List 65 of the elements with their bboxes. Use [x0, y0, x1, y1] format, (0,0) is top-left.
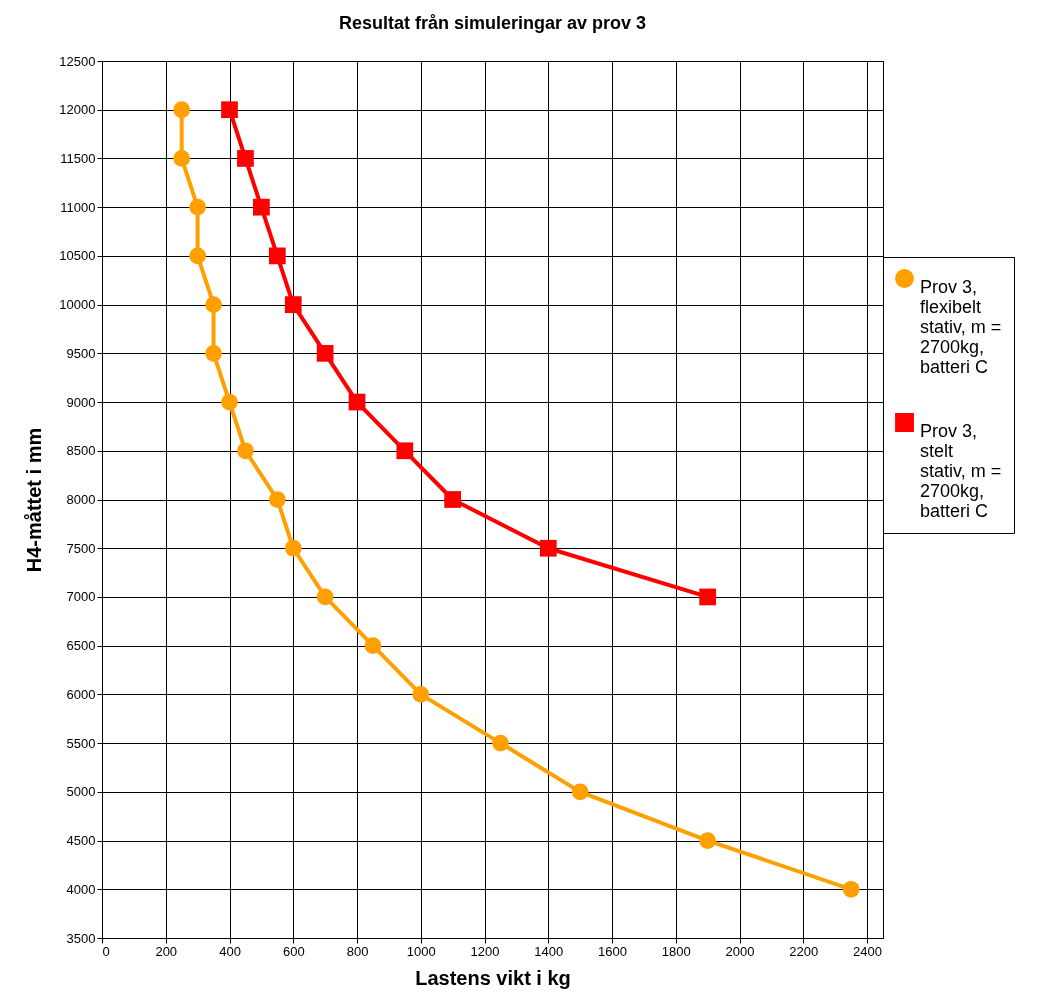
- point: [396, 442, 414, 460]
- x-tick-label: 1400: [534, 943, 564, 959]
- point: [316, 588, 334, 606]
- y-tick-label: 6000: [66, 686, 96, 702]
- point: [268, 491, 286, 508]
- x-tick-label: 2000: [725, 943, 755, 959]
- y-tick-label: 7000: [66, 589, 96, 605]
- point: [699, 832, 717, 849]
- x-tick-label: 200: [155, 943, 178, 959]
- y-tick-label: 9500: [66, 345, 96, 361]
- point: [189, 247, 206, 265]
- y-tick-label: 12000: [59, 102, 96, 118]
- point: [205, 344, 222, 362]
- point: [492, 734, 509, 752]
- x-tick-label: 1000: [406, 943, 436, 959]
- point: [173, 150, 191, 167]
- point: [444, 491, 462, 508]
- chart-title: Resultat från simuleringar av prov 3: [338, 13, 647, 33]
- x-tick-label: 800: [346, 943, 369, 959]
- x-tick-label: 1800: [661, 943, 691, 959]
- y-tick-label: 11000: [60, 199, 96, 215]
- y-tick-label: 4500: [66, 833, 96, 849]
- y-tick-label: 10500: [59, 248, 96, 264]
- legend-label: Prov 3, flexibelt stativ, m = 2700kg, batteri C: [920, 276, 1002, 377]
- point: [316, 344, 334, 362]
- y-tick-label: 12500: [59, 53, 96, 69]
- point: [539, 539, 557, 557]
- y-tick-label: 7500: [66, 540, 96, 556]
- x-tick-label: 1200: [470, 943, 500, 959]
- y-tick-label: 3500: [66, 930, 96, 946]
- point: [412, 686, 430, 703]
- x-tick-label: 2200: [789, 943, 819, 959]
- point: [842, 880, 860, 898]
- y-axis-title: H4-måttet i mm: [23, 427, 46, 573]
- point: [205, 296, 222, 313]
- point: [253, 198, 270, 216]
- point: [571, 783, 589, 801]
- point: [221, 101, 238, 119]
- point: [189, 198, 206, 216]
- point: [173, 101, 191, 119]
- point: [348, 393, 366, 411]
- y-tick-label: 4000: [66, 881, 96, 897]
- y-tick-label: 11500: [60, 150, 96, 166]
- point: [237, 442, 254, 460]
- y-tick-label: 9000: [66, 394, 96, 410]
- point: [364, 637, 382, 655]
- y-tick-label: 8500: [66, 443, 96, 459]
- y-tick-label: 10000: [59, 297, 96, 313]
- legend-label: Prov 3, stelt stativ, m = 2700kg, batteri C: [920, 420, 1002, 521]
- x-tick-label: 600: [282, 943, 305, 959]
- point: [699, 588, 717, 606]
- x-tick-label: 1600: [598, 943, 627, 959]
- y-tick-label: 6500: [66, 638, 96, 654]
- point: [284, 296, 302, 313]
- x-tick-label: 400: [219, 943, 241, 959]
- point: [268, 247, 286, 265]
- point: [237, 150, 254, 167]
- y-tick-label: 8000: [66, 492, 96, 507]
- x-axis-title: Lastens vikt i kg: [415, 966, 571, 989]
- y-tick-label: 5500: [66, 735, 96, 751]
- x-tick-label: 2400: [853, 943, 883, 959]
- point: [284, 539, 302, 557]
- y-tick-label: 5000: [66, 784, 96, 800]
- point: [221, 393, 238, 411]
- x-tick-label: 0: [102, 943, 110, 959]
